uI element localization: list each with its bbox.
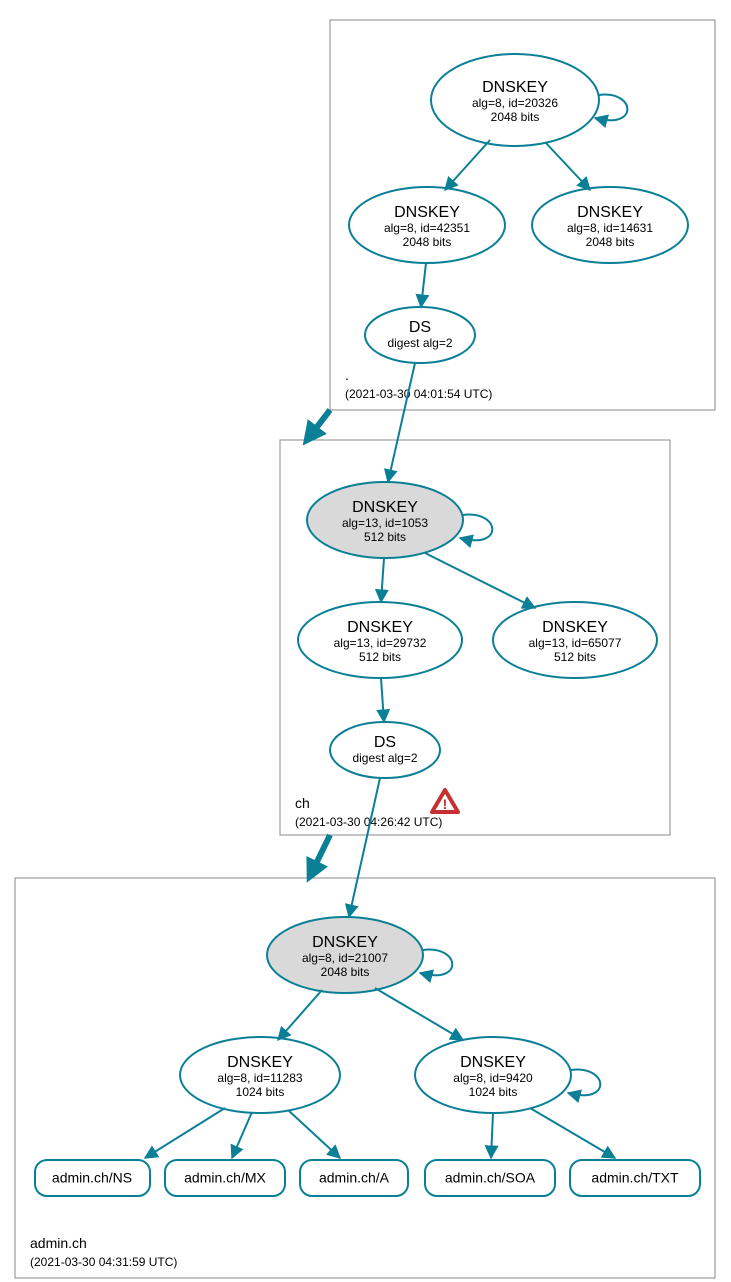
edge-zsk2-soa <box>491 1113 493 1158</box>
edge-chzsk1-ds <box>381 678 384 722</box>
svg-text:alg=8, id=14631: alg=8, id=14631 <box>567 221 653 235</box>
rr-txt: admin.ch/TXT <box>570 1160 700 1196</box>
rr-ns: admin.ch/NS <box>35 1160 150 1196</box>
edge-rootds-chksk <box>388 363 415 482</box>
node-ch-zsk1: DNSKEY alg=13, id=29732 512 bits <box>298 602 462 678</box>
svg-text:digest alg=2: digest alg=2 <box>387 336 452 350</box>
svg-text:alg=8, id=9420: alg=8, id=9420 <box>453 1071 533 1085</box>
node-root-zsk2: DNSKEY alg=8, id=14631 2048 bits <box>532 187 688 263</box>
node-ch-ds: DS digest alg=2 <box>330 722 440 778</box>
edge-zsk2-txt <box>530 1108 615 1158</box>
svg-text:alg=8, id=21007: alg=8, id=21007 <box>302 951 388 965</box>
svg-text:DNSKEY: DNSKEY <box>352 499 418 516</box>
edge-chksk-zsk2 <box>425 553 535 608</box>
edge-chds-adminksk <box>349 778 380 917</box>
edge-ch-to-admin-box <box>312 835 330 872</box>
edge-adminksk-zsk1 <box>278 990 322 1040</box>
svg-text:DNSKEY: DNSKEY <box>394 204 460 221</box>
svg-text:512 bits: 512 bits <box>364 530 406 544</box>
edge-adminksk-self <box>420 950 452 976</box>
edge-zsk1-a <box>288 1110 340 1158</box>
edge-rootksk-zsk2 <box>545 142 590 190</box>
node-ch-ksk: DNSKEY alg=13, id=1053 512 bits <box>307 482 463 558</box>
svg-text:alg=13, id=1053: alg=13, id=1053 <box>342 516 428 530</box>
warning-icon: ! <box>432 790 458 812</box>
svg-text:DS: DS <box>374 734 396 751</box>
svg-text:admin.ch/TXT: admin.ch/TXT <box>591 1170 679 1186</box>
svg-text:alg=8, id=20326: alg=8, id=20326 <box>472 96 558 110</box>
svg-text:DNSKEY: DNSKEY <box>347 619 413 636</box>
node-admin-zsk1: DNSKEY alg=8, id=11283 1024 bits <box>180 1037 340 1113</box>
svg-text:DNSKEY: DNSKEY <box>482 79 548 96</box>
edge-rootksk-zsk1 <box>445 140 490 190</box>
svg-text:alg=8, id=11283: alg=8, id=11283 <box>217 1071 303 1085</box>
svg-text:1024 bits: 1024 bits <box>236 1085 285 1099</box>
svg-text:digest alg=2: digest alg=2 <box>352 751 417 765</box>
node-root-ksk: DNSKEY alg=8, id=20326 2048 bits <box>431 54 599 146</box>
svg-text:alg=13, id=65077: alg=13, id=65077 <box>529 636 622 650</box>
edge-adminksk-zsk2 <box>375 988 463 1040</box>
node-ch-zsk2: DNSKEY alg=13, id=65077 512 bits <box>493 602 657 678</box>
rr-mx: admin.ch/MX <box>165 1160 285 1196</box>
rr-soa: admin.ch/SOA <box>425 1160 555 1196</box>
svg-text:DNSKEY: DNSKEY <box>312 934 378 951</box>
svg-text:DNSKEY: DNSKEY <box>542 619 608 636</box>
edge-chksk-self <box>460 515 492 541</box>
dnssec-diagram: . (2021-03-30 04:01:54 UTC) DNSKEY alg=8… <box>0 0 731 1282</box>
svg-text:alg=13, id=29732: alg=13, id=29732 <box>334 636 427 650</box>
node-root-ds: DS digest alg=2 <box>365 307 475 363</box>
node-root-zsk1: DNSKEY alg=8, id=42351 2048 bits <box>349 187 505 263</box>
svg-text:DNSKEY: DNSKEY <box>227 1054 293 1071</box>
svg-text:1024 bits: 1024 bits <box>469 1085 518 1099</box>
svg-text:admin.ch/MX: admin.ch/MX <box>184 1170 266 1186</box>
svg-text:DNSKEY: DNSKEY <box>577 204 643 221</box>
svg-text:admin.ch/A: admin.ch/A <box>319 1170 390 1186</box>
zone-label-root: . <box>345 367 349 383</box>
svg-text:admin.ch/NS: admin.ch/NS <box>52 1170 132 1186</box>
svg-text:2048 bits: 2048 bits <box>586 235 635 249</box>
svg-text:admin.ch/SOA: admin.ch/SOA <box>445 1170 536 1186</box>
edge-adminzsk2-self <box>568 1070 600 1096</box>
edge-zsk1-ns <box>145 1108 225 1158</box>
svg-text:!: ! <box>443 796 448 812</box>
edge-root-to-ch-box <box>310 410 330 436</box>
svg-text:2048 bits: 2048 bits <box>403 235 452 249</box>
zone-label-ch: ch <box>295 795 310 811</box>
edge-rootzsk1-ds <box>421 263 426 307</box>
svg-text:2048 bits: 2048 bits <box>491 110 540 124</box>
svg-text:512 bits: 512 bits <box>359 650 401 664</box>
edge-zsk1-mx <box>232 1112 252 1158</box>
svg-text:DS: DS <box>409 319 431 336</box>
svg-text:DNSKEY: DNSKEY <box>460 1054 526 1071</box>
zone-ts-admin: (2021-03-30 04:31:59 UTC) <box>30 1255 177 1269</box>
svg-text:alg=8, id=42351: alg=8, id=42351 <box>384 221 470 235</box>
rr-a: admin.ch/A <box>300 1160 408 1196</box>
zone-ts-root: (2021-03-30 04:01:54 UTC) <box>345 387 492 401</box>
edge-chksk-zsk1 <box>381 558 384 602</box>
node-admin-zsk2: DNSKEY alg=8, id=9420 1024 bits <box>415 1037 571 1113</box>
svg-text:2048 bits: 2048 bits <box>321 965 370 979</box>
node-admin-ksk: DNSKEY alg=8, id=21007 2048 bits <box>267 917 423 993</box>
svg-text:512 bits: 512 bits <box>554 650 596 664</box>
zone-label-admin: admin.ch <box>30 1235 87 1251</box>
